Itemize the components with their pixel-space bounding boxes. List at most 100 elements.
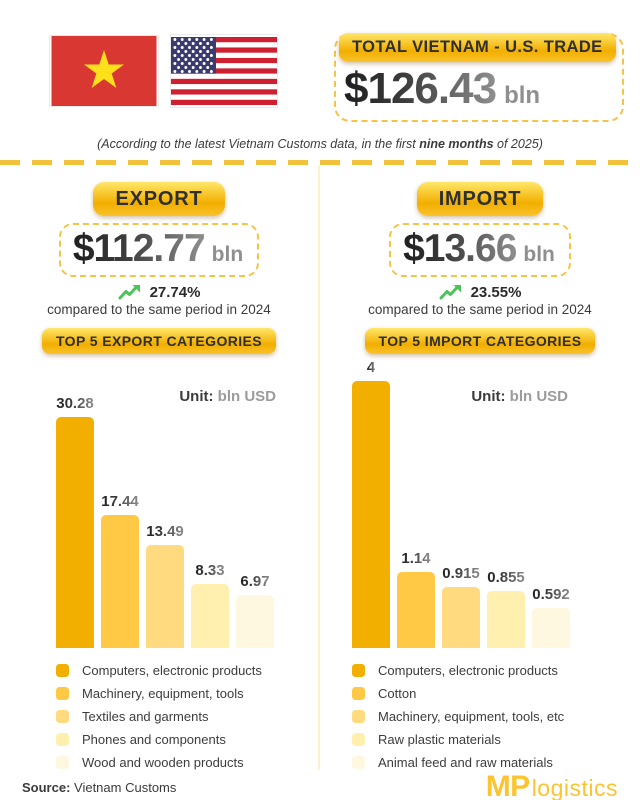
legend-swatch-icon [352, 756, 365, 769]
import-bars: 4 1.14 0.915 0.855 0.592 [352, 359, 570, 648]
legend-label: Cotton [378, 686, 417, 701]
total-trade-value: $126.43 [344, 64, 497, 113]
import-badge-label: IMPORT [438, 187, 522, 210]
bar-2: 17.44 [101, 366, 139, 648]
import-top5-label: TOP 5 IMPORT CATEGORIES [378, 333, 582, 349]
legend-swatch-icon [56, 733, 69, 746]
logo-mp: MP [485, 770, 531, 800]
import-growth-row: 23.55% [439, 283, 521, 301]
bar-value-label: 4 [366, 359, 376, 376]
import-legend: Computers, electronic products Cotton Mach… [352, 663, 564, 770]
export-unit-label: Unit: bln USD [179, 388, 276, 405]
import-badge: IMPORT [416, 182, 544, 216]
source-label: Source: [22, 779, 71, 795]
us-flag-stars [173, 38, 213, 73]
import-column: IMPORT $13.66 bln 23.55% compared to the… [320, 165, 640, 770]
legend-label: Phones and components [82, 732, 226, 747]
legend-item: Animal feed and raw materials [352, 755, 564, 770]
bar-rect [56, 417, 94, 648]
legend-item: Machinery, equipment, tools, etc [352, 709, 564, 724]
legend-item: Wood and wooden products [56, 755, 262, 770]
legend-item: Textiles and garments [56, 709, 262, 724]
bar-rect [397, 572, 435, 648]
bar-value-label: 17.44 [101, 493, 139, 510]
legend-label: Animal feed and raw materials [378, 755, 553, 770]
bar-value-label: 30.28 [56, 395, 94, 412]
export-growth-row: 27.74% [118, 283, 201, 301]
legend-swatch-icon [352, 664, 365, 677]
import-unit: bln [523, 243, 555, 266]
export-bars: 30.28 17.44 13.49 8.33 6.97 [56, 366, 274, 648]
legend-item: Raw plastic materials [352, 732, 564, 747]
legend-swatch-icon [352, 710, 365, 723]
mp-logistics-logo: MP logistics [486, 770, 618, 800]
bar-value-label: 8.33 [195, 562, 225, 579]
legend-swatch-icon [352, 687, 365, 700]
legend-label: Raw plastic materials [378, 732, 501, 747]
bar-rect [101, 515, 139, 648]
export-bar-chart: Unit: bln USD 30.28 17.44 13.49 8.33 6.97 [0, 366, 318, 648]
bar-rect [191, 584, 229, 648]
bar-rect [487, 591, 525, 648]
export-unit-label-bold: Unit: [179, 388, 214, 405]
import-top5-badge: TOP 5 IMPORT CATEGORIES [364, 328, 596, 354]
legend-label: Computers, electronic products [378, 663, 558, 678]
legend-label: Computers, electronic products [82, 663, 262, 678]
us-flag-icon [171, 37, 277, 105]
import-unit-label-rest: bln USD [505, 388, 568, 405]
subtitle-bold: nine months [419, 137, 494, 151]
export-unit-label-rest: bln USD [213, 388, 276, 405]
bar-value-label: 0.855 [487, 569, 525, 586]
legend-item: Machinery, equipment, tools [56, 686, 262, 701]
bar-5: 6.97 [236, 366, 274, 648]
flags-group [50, 35, 277, 107]
trend-up-icon [439, 285, 461, 300]
bar-value-label: 0.592 [532, 586, 570, 603]
legend-label: Machinery, equipment, tools [82, 686, 244, 701]
bar-value-label: 13.49 [146, 523, 184, 540]
bar-value-label: 6.97 [240, 573, 270, 590]
legend-swatch-icon [56, 687, 69, 700]
logo-logistics: logistics [531, 775, 618, 800]
export-value: $112.77 [72, 227, 206, 270]
export-unit: bln [211, 243, 244, 266]
bar-value-label: 1.14 [401, 550, 431, 567]
export-growth-pct: 27.74% [149, 283, 201, 301]
trend-up-icon [118, 285, 140, 300]
legend-item: Cotton [352, 686, 564, 701]
legend-label: Textiles and garments [82, 709, 209, 724]
import-value: $13.66 [403, 227, 517, 270]
bar-1: 4 [352, 359, 390, 648]
import-amount-box: $13.66 bln [389, 223, 571, 277]
total-trade-badge: TOTAL VIETNAM - U.S. TRADE [339, 33, 616, 62]
bar-3: 13.49 [146, 366, 184, 648]
import-unit-label: Unit: bln USD [471, 388, 568, 405]
legend-label: Wood and wooden products [82, 755, 244, 770]
export-legend: Computers, electronic products Machinery,… [56, 663, 262, 770]
import-unit-label-bold: Unit: [471, 388, 506, 405]
dashed-divider [0, 160, 640, 165]
bar-rect [352, 381, 390, 648]
columns: EXPORT $112.77 bln 27.74% compared to th… [0, 165, 640, 770]
legend-swatch-icon [352, 733, 365, 746]
export-badge: EXPORT [93, 182, 225, 216]
bar-rect [442, 587, 480, 648]
bar-rect [236, 595, 274, 648]
subtitle-suffix: of 2025) [493, 137, 543, 151]
total-trade-unit: bln [504, 82, 541, 109]
export-column: EXPORT $112.77 bln 27.74% compared to th… [0, 165, 320, 770]
footer: Source: Vietnam Customs MP logistics [0, 770, 640, 800]
bar-5: 0.592 [532, 366, 570, 648]
legend-item: Phones and components [56, 732, 262, 747]
subtitle: (According to the latest Vietnam Customs… [0, 137, 640, 151]
legend-item: Computers, electronic products [56, 663, 262, 678]
bar-4: 0.855 [487, 366, 525, 648]
total-trade-badge-label: TOTAL VIETNAM - U.S. TRADE [352, 38, 603, 56]
subtitle-prefix: (According to the latest Vietnam Customs… [97, 137, 420, 151]
us-flag-stripes [171, 37, 277, 105]
import-compare-text: compared to the same period in 2024 [368, 302, 592, 317]
legend-item: Computers, electronic products [352, 663, 564, 678]
bar-2: 1.14 [397, 366, 435, 648]
bar-rect [146, 545, 184, 648]
